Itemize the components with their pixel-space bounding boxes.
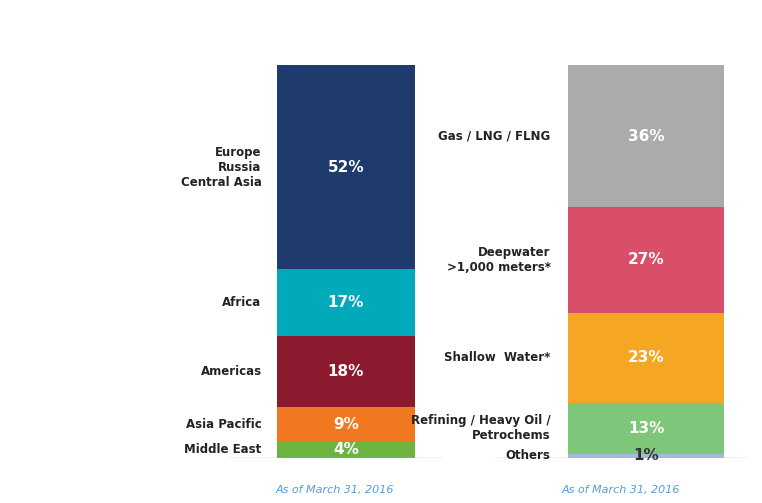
Text: 23%: 23% (628, 350, 664, 365)
Bar (277, 336, 415, 407)
Text: 27%: 27% (628, 252, 664, 267)
Text: Africa: Africa (223, 296, 261, 309)
Text: 4%: 4% (333, 442, 359, 457)
Text: Backlog of €14.9 billion diversified by geography and by market split: Backlog of €14.9 billion diversified by … (57, 18, 705, 35)
Bar (568, 65, 724, 207)
Text: Shallow  Water*: Shallow Water* (444, 351, 551, 364)
Text: Deepwater
>1,000 meters*: Deepwater >1,000 meters* (447, 245, 551, 274)
Text: Asia Pacific: Asia Pacific (186, 418, 261, 431)
Text: 1%: 1% (633, 448, 659, 463)
Text: Others: Others (506, 449, 551, 462)
Bar (568, 207, 724, 312)
Bar (568, 312, 724, 403)
Text: 9%: 9% (333, 417, 359, 432)
Text: 52%: 52% (328, 160, 364, 175)
Bar (568, 403, 724, 454)
Text: Europe
Russia
Central Asia: Europe Russia Central Asia (181, 146, 261, 189)
Text: Gas / LNG / FLNG: Gas / LNG / FLNG (438, 129, 551, 142)
Text: As of March 31, 2016: As of March 31, 2016 (562, 485, 680, 495)
Text: Americas: Americas (200, 365, 261, 378)
Text: 18%: 18% (328, 364, 364, 379)
Bar (277, 270, 415, 336)
Bar (568, 454, 724, 458)
Text: Middle East: Middle East (184, 443, 261, 456)
Text: 36%: 36% (628, 128, 664, 143)
Bar (277, 65, 415, 270)
Bar (277, 442, 415, 458)
Text: 13%: 13% (628, 421, 664, 436)
Text: As of March 31, 2016: As of March 31, 2016 (276, 485, 395, 495)
Bar (277, 407, 415, 442)
Text: Refining / Heavy Oil /
Petrochems: Refining / Heavy Oil / Petrochems (411, 414, 551, 442)
Text: 17%: 17% (328, 295, 364, 310)
